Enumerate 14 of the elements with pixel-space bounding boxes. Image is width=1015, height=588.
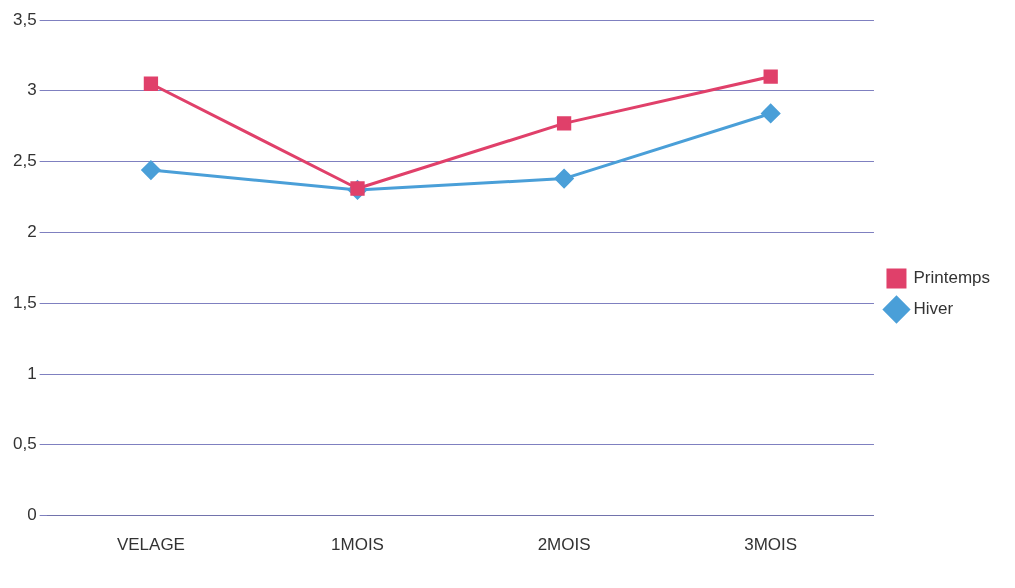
y-tick-label: 0,5 (12, 434, 37, 454)
x-tick-label: 2MOIS (537, 535, 591, 555)
x-tick-label: VELAGE (116, 535, 185, 555)
y-tick-label: 2,5 (12, 151, 37, 171)
y-tick-label: 0 (27, 505, 37, 525)
y-tick-label: 3 (27, 80, 37, 100)
legend-label: Hiver (913, 299, 954, 319)
x-tick-label: 1MOIS (331, 535, 384, 555)
y-tick-label: 1 (27, 363, 37, 383)
legend-label: Printemps (913, 268, 991, 288)
x-tick-label: 3MOIS (744, 535, 798, 555)
y-tick-label: 1,5 (12, 292, 37, 312)
y-tick-label: 3,5 (12, 9, 37, 29)
y-tick-label: 2 (27, 222, 37, 242)
